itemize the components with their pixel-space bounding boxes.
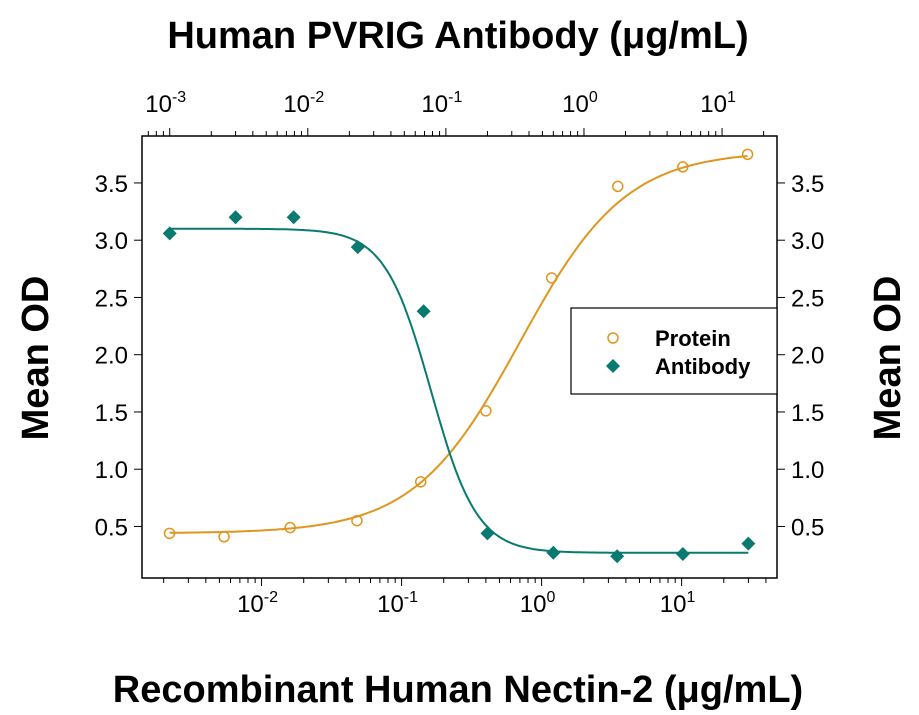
data-point-protein — [677, 161, 689, 173]
legend-marker-protein — [607, 332, 619, 344]
x-tick-label: 100 — [520, 589, 556, 618]
x2-tick-label: 101 — [700, 89, 736, 118]
data-point-antibody — [286, 210, 301, 225]
y-tick-label: 3.5 — [95, 171, 128, 198]
x-tick-label: 101 — [660, 589, 696, 618]
x2-tick-label: 10-3 — [145, 89, 186, 118]
data-point-protein — [741, 148, 754, 161]
y-tick-label: 2.0 — [95, 343, 128, 370]
data-point-antibody — [480, 526, 495, 541]
y-right-tick-label: 0.5 — [791, 514, 824, 541]
chart-title: Human PVRIG Antibody (μg/mL) — [167, 15, 748, 57]
data-point-protein — [612, 180, 624, 193]
x-tick-label: 10-2 — [237, 589, 278, 618]
y-tick-label: 1.0 — [95, 457, 128, 484]
data-point-antibody — [546, 545, 561, 560]
data-point-antibody — [610, 549, 625, 564]
x-axis-label: Recombinant Human Nectin-2 (μg/mL) — [113, 669, 803, 711]
legend: Protein Antibody — [570, 307, 778, 395]
data-point-protein — [480, 405, 492, 417]
data-point-protein — [414, 476, 427, 488]
y-axis-label: Mean OD — [15, 276, 57, 441]
fit-curve-antibody — [169, 227, 749, 554]
x2-tick-label: 10-2 — [283, 89, 324, 118]
data-point-antibody — [741, 536, 756, 551]
data-point-protein — [351, 514, 363, 527]
y-right-tick-label: 1.5 — [791, 400, 824, 427]
data-point-antibody — [350, 240, 365, 255]
y-tick-label: 2.5 — [95, 285, 128, 312]
y-tick-label: 3.0 — [95, 228, 128, 255]
data-point-protein — [163, 527, 176, 540]
y-right-tick-label: 2.5 — [791, 285, 824, 312]
data-point-antibody — [162, 226, 177, 241]
legend-label-protein: Protein — [655, 326, 731, 351]
legend-marker-antibody — [606, 359, 620, 373]
x-tick-label: 10-1 — [377, 589, 418, 618]
fit-curve-protein — [169, 155, 748, 534]
y-tick-label: 0.5 — [95, 514, 128, 541]
data-point-antibody — [416, 304, 431, 319]
y-axis-label-right: Mean OD — [867, 276, 909, 441]
y-tick-label: 1.5 — [95, 400, 128, 427]
y-right-tick-label: 2.0 — [791, 343, 824, 370]
y-right-tick-label: 1.0 — [791, 457, 824, 484]
x2-tick-label: 10-1 — [421, 89, 462, 118]
data-point-protein — [284, 521, 296, 534]
x2-tick-label: 100 — [562, 89, 598, 118]
y-right-tick-label: 3.0 — [791, 228, 824, 255]
legend-label-antibody: Antibody — [655, 354, 751, 379]
data-point-protein — [218, 531, 230, 543]
data-point-antibody — [675, 546, 690, 561]
data-point-antibody — [228, 210, 243, 225]
y-right-tick-label: 3.5 — [791, 171, 824, 198]
data-point-protein — [545, 272, 558, 284]
